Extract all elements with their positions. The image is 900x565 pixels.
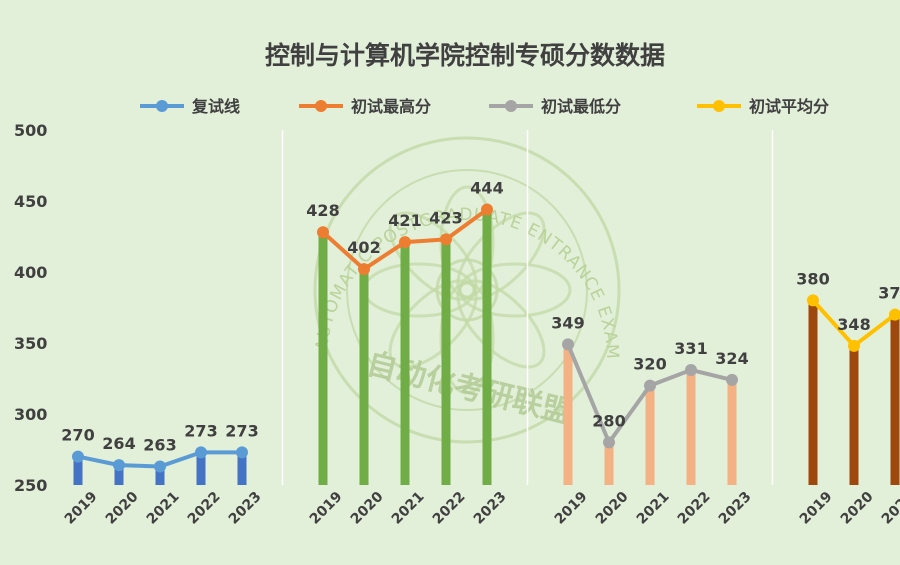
data-point xyxy=(399,236,411,248)
data-label: 428 xyxy=(306,201,339,220)
data-point xyxy=(317,226,329,238)
data-point xyxy=(848,340,860,352)
data-label: 402 xyxy=(347,238,380,257)
data-point xyxy=(440,233,452,245)
data-point xyxy=(685,364,697,376)
data-point xyxy=(481,204,493,216)
data-label: 349 xyxy=(551,313,584,332)
legend-marker xyxy=(315,100,327,112)
legend-marker xyxy=(713,100,725,112)
y-tick-label: 500 xyxy=(14,121,47,140)
legend-label: 初试最高分 xyxy=(351,97,431,116)
data-label: 444 xyxy=(470,179,503,198)
data-point xyxy=(154,461,166,473)
data-point xyxy=(113,459,125,471)
data-label: 421 xyxy=(388,211,421,230)
data-label: 348 xyxy=(837,315,870,334)
bar xyxy=(687,370,696,485)
data-label: 264 xyxy=(102,434,135,453)
data-point xyxy=(358,263,370,275)
data-point xyxy=(562,338,574,350)
data-label: 331 xyxy=(674,339,707,358)
bar xyxy=(564,344,573,485)
data-label: 423 xyxy=(429,208,462,227)
legend-label: 初试最低分 xyxy=(541,97,621,116)
data-label: 273 xyxy=(184,421,217,440)
data-label: 324 xyxy=(715,349,748,368)
data-point xyxy=(644,380,656,392)
y-tick-label: 350 xyxy=(14,334,47,353)
bar xyxy=(891,315,900,485)
bar xyxy=(646,386,655,485)
data-label: 370 xyxy=(878,284,900,303)
legend-label: 初试平均分 xyxy=(749,97,829,116)
bar xyxy=(401,242,410,485)
bar xyxy=(850,346,859,485)
data-label: 280 xyxy=(592,411,625,430)
data-label: 380 xyxy=(796,269,829,288)
y-tick-label: 400 xyxy=(14,263,47,282)
data-point xyxy=(807,294,819,306)
data-label: 263 xyxy=(143,436,176,455)
bar xyxy=(442,239,451,485)
data-label: 270 xyxy=(61,426,94,445)
bar xyxy=(605,442,614,485)
data-point xyxy=(195,446,207,458)
y-tick-label: 300 xyxy=(14,405,47,424)
legend-marker xyxy=(505,100,517,112)
bar xyxy=(728,380,737,485)
data-point xyxy=(236,446,248,458)
data-label: 273 xyxy=(225,421,258,440)
chart-title: 控制与计算机学院控制专硕分数数据 xyxy=(265,41,665,70)
data-point xyxy=(72,451,84,463)
data-point xyxy=(726,374,738,386)
legend-label: 复试线 xyxy=(191,97,240,116)
y-tick-label: 450 xyxy=(14,192,47,211)
bar xyxy=(483,210,492,485)
bar xyxy=(360,269,369,485)
data-point xyxy=(603,436,615,448)
legend-marker xyxy=(156,100,168,112)
bar xyxy=(319,232,328,485)
bar xyxy=(809,300,818,485)
y-tick-label: 250 xyxy=(14,476,47,495)
data-label: 320 xyxy=(633,355,666,374)
